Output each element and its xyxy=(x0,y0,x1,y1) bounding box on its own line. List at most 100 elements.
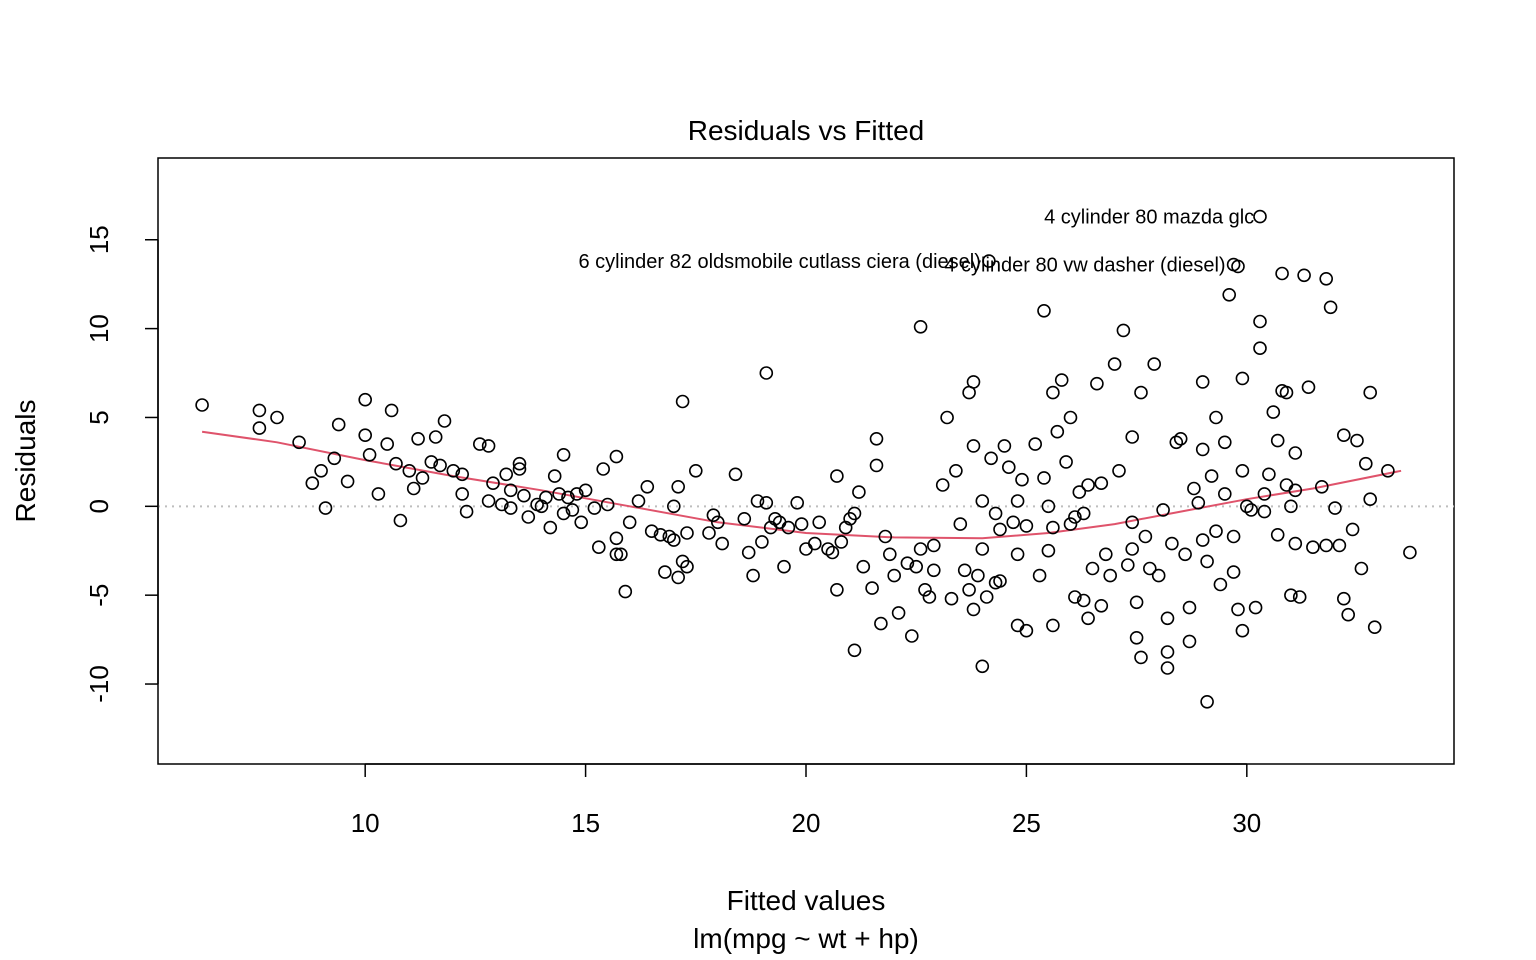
data-point xyxy=(1081,478,1095,492)
data-point xyxy=(966,439,981,453)
data-point xyxy=(331,417,346,432)
data-point xyxy=(358,392,373,407)
data-point xyxy=(1076,593,1091,608)
data-point xyxy=(631,494,646,508)
data-point xyxy=(424,455,439,469)
data-point xyxy=(486,476,500,491)
data-point xyxy=(1125,542,1139,556)
data-point xyxy=(1200,694,1214,709)
data-point xyxy=(1121,558,1135,572)
x-axis: 10 15 20 25 30 xyxy=(351,763,1261,838)
data-point xyxy=(1085,561,1100,576)
data-point xyxy=(1182,600,1197,615)
data-point xyxy=(433,458,447,473)
data-point xyxy=(1226,529,1241,544)
data-point xyxy=(446,463,461,478)
x-tick-label: 10 xyxy=(351,808,380,838)
data-point xyxy=(1235,623,1250,638)
data-point xyxy=(834,535,849,549)
data-point xyxy=(1046,520,1060,535)
points-group xyxy=(195,209,1417,709)
data-point xyxy=(852,485,866,499)
data-point xyxy=(1028,437,1042,451)
y-tick-label: -5 xyxy=(84,584,114,607)
data-point xyxy=(1323,300,1338,315)
data-point xyxy=(847,506,862,521)
data-point xyxy=(1288,483,1303,498)
data-point xyxy=(622,515,637,530)
data-point xyxy=(1200,554,1214,569)
data-point xyxy=(1226,257,1241,272)
data-point xyxy=(402,463,417,478)
data-point xyxy=(547,469,562,483)
data-point xyxy=(680,526,694,540)
data-point xyxy=(750,494,765,508)
data-point xyxy=(918,582,932,597)
data-point xyxy=(935,478,950,492)
data-point xyxy=(371,487,386,501)
data-point xyxy=(565,503,580,517)
point-label: 6 cylinder 82 oldsmobile cutlass ciera (… xyxy=(578,251,980,273)
data-point xyxy=(521,510,536,524)
data-point xyxy=(975,659,990,674)
y-axis-label: Residuals xyxy=(10,400,41,523)
data-point xyxy=(671,570,686,585)
data-point xyxy=(1195,533,1210,547)
data-point xyxy=(1134,385,1148,400)
data-point xyxy=(1195,375,1210,389)
data-point xyxy=(1337,591,1351,606)
data-point xyxy=(1138,529,1153,544)
data-point xyxy=(1257,504,1272,519)
data-point xyxy=(1288,536,1303,551)
data-point xyxy=(1165,536,1179,551)
data-point xyxy=(1068,590,1082,604)
data-point xyxy=(1319,538,1333,553)
x-tick-label: 25 xyxy=(1012,808,1041,838)
data-point xyxy=(1266,405,1281,419)
data-point xyxy=(1367,620,1382,635)
data-point xyxy=(614,547,628,562)
data-point xyxy=(1160,611,1175,626)
data-point xyxy=(556,447,571,462)
data-point xyxy=(384,403,399,418)
data-point xyxy=(869,431,884,446)
data-point xyxy=(1359,456,1373,471)
data-point xyxy=(1019,623,1034,638)
data-point xyxy=(891,606,906,620)
point-labels-group: 4 cylinder 80 mazda glc 6 cylinder 82 old… xyxy=(578,207,1254,277)
data-point xyxy=(1046,385,1060,400)
data-point xyxy=(1041,499,1056,514)
data-point xyxy=(640,479,655,494)
data-point xyxy=(1297,268,1311,283)
data-point xyxy=(561,490,575,505)
data-point xyxy=(847,643,862,658)
data-point xyxy=(1001,460,1016,475)
data-point xyxy=(1231,602,1245,617)
data-point xyxy=(1046,618,1060,633)
data-point xyxy=(1226,565,1241,579)
x-tick-label: 20 xyxy=(792,808,821,838)
x-tick-label: 15 xyxy=(571,808,600,838)
data-point xyxy=(887,568,902,583)
data-point xyxy=(314,463,328,478)
data-point xyxy=(556,506,571,521)
data-point xyxy=(777,559,791,574)
data-point xyxy=(481,439,496,453)
data-point xyxy=(658,565,672,579)
data-point xyxy=(1081,611,1095,626)
data-point xyxy=(913,319,928,334)
data-point xyxy=(926,538,941,553)
data-point xyxy=(666,533,681,547)
data-point xyxy=(1063,410,1078,425)
data-point xyxy=(459,504,474,519)
data-point xyxy=(1143,561,1157,576)
data-point xyxy=(195,398,209,412)
data-point xyxy=(455,467,470,482)
data-point xyxy=(393,513,408,528)
data-point xyxy=(512,462,527,476)
data-point xyxy=(358,428,373,443)
data-point xyxy=(790,495,805,510)
data-point xyxy=(715,536,730,551)
data-point xyxy=(1068,510,1082,524)
